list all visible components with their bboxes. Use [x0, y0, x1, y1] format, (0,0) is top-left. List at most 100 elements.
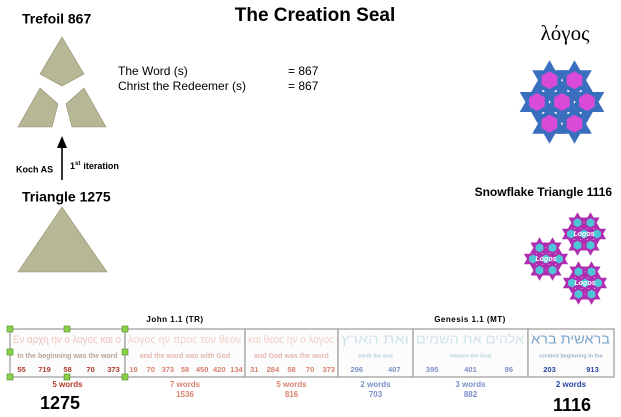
word-number: 719	[38, 365, 51, 374]
hexagon	[574, 267, 583, 277]
hexagon	[535, 243, 544, 253]
translation: created beginning In the	[539, 353, 603, 359]
triangle-label: Triangle 1275	[22, 189, 111, 205]
word-count: 7 words	[170, 380, 201, 389]
word-number: 70	[147, 365, 155, 374]
hexagon	[535, 265, 544, 275]
word-number: 19	[129, 365, 137, 374]
hexagon	[593, 229, 601, 239]
hexagon	[580, 229, 588, 239]
strip-header: John 1.1 (TR)	[146, 315, 203, 324]
translation: In the beginning was the word	[17, 353, 117, 360]
title: The Creation Seal	[235, 5, 396, 26]
arrow-right-label: 1st iteration	[70, 161, 119, 172]
word-number: 70	[86, 365, 94, 374]
hexagon	[579, 93, 595, 111]
verse-text: και θεος ην ο λογος	[248, 334, 334, 346]
word-number: 450	[196, 365, 209, 374]
hexagon	[554, 93, 570, 111]
word-number: 203	[543, 365, 556, 374]
translation: heaven the God	[450, 353, 491, 359]
panel-total: 1536	[176, 390, 194, 399]
hexagon	[587, 289, 596, 299]
trefoil-shape	[17, 36, 107, 128]
word-number: 58	[287, 365, 295, 374]
snowflake-inner-label: Logos	[575, 280, 596, 287]
equation-value: = 867	[288, 79, 319, 93]
hexagon	[568, 278, 576, 288]
translation: and the word was with God	[140, 353, 231, 360]
snowflake-inner-label: Logos	[536, 256, 557, 263]
strip-header: Genesis 1.1 (MT)	[434, 315, 506, 324]
hexagon	[594, 278, 602, 288]
equation-term: Christ the Redeemer (s)	[118, 79, 246, 93]
verse-panel: και θεος ην ο λογος and God was the word 3…	[244, 328, 339, 399]
hexagon	[529, 254, 537, 264]
total-right: 1116	[553, 395, 591, 415]
verse-panel: Εν αρχη ην ο λογος και ο In the beginning…	[9, 328, 126, 389]
word-number: 407	[388, 365, 401, 374]
hexagon	[529, 93, 545, 111]
hexagon	[573, 218, 582, 228]
hexagon	[542, 254, 550, 264]
word-number: 31	[250, 365, 258, 374]
arrow-left-label: Koch AS	[16, 164, 53, 174]
word-count: 5 words	[52, 380, 83, 389]
snowflake-label: Snowflake Triangle 1116	[475, 185, 613, 199]
word-number: 86	[505, 365, 513, 374]
translation: earth the and	[358, 353, 393, 359]
selection-handles	[6, 325, 129, 381]
panel-box	[337, 328, 414, 378]
hexagon	[566, 71, 583, 90]
word-count: 3 words	[455, 380, 486, 389]
verse-panel: בראשית ברא created beginning In the 203 913…	[527, 328, 615, 389]
hexagon	[541, 71, 558, 90]
ordinal: 1	[70, 161, 75, 171]
equation-value: = 867	[288, 64, 319, 78]
hexagon	[541, 114, 558, 133]
word-count: 2 words	[556, 380, 587, 389]
verse-text: ואת הארץ	[341, 331, 409, 346]
hexagon	[566, 114, 583, 133]
verse-text: אלהים את השמים	[416, 331, 524, 346]
panel-total: 703	[369, 390, 383, 399]
hexagon	[586, 240, 595, 250]
word-number: 58	[181, 365, 189, 374]
equation-term: The Word (s)	[118, 64, 188, 78]
hexagon	[574, 289, 583, 299]
hexagon	[586, 218, 595, 228]
logos-star	[519, 60, 605, 144]
panel-box	[124, 328, 246, 378]
translation: and God was the word	[254, 353, 329, 360]
word-number: 401	[464, 365, 477, 374]
ordinal-suffix: st	[75, 161, 80, 167]
word-number: 70	[306, 365, 314, 374]
panel-box	[527, 328, 615, 378]
triangle-shape	[17, 206, 108, 273]
word-number: 373	[322, 365, 335, 374]
panel-total: 816	[285, 390, 299, 399]
verse-text: λογος ην προς τον θεον	[128, 334, 241, 346]
word-count: 5 words	[276, 380, 307, 389]
hexagon	[581, 278, 589, 288]
hexagon	[548, 243, 557, 253]
word-number: 420	[213, 365, 226, 374]
word-number: 373	[107, 365, 120, 374]
verse-panel: λογος ην προς τον θεον and the word was w…	[124, 328, 246, 399]
word-number: 296	[350, 365, 363, 374]
verse-text: Εν αρχη ην ο λογος και ο	[13, 334, 121, 346]
iteration: iteration	[83, 161, 119, 171]
panel-total: 882	[464, 390, 478, 399]
panel-box	[412, 328, 529, 378]
hexagon	[587, 267, 596, 277]
trefoil-label: Trefoil 867	[22, 11, 91, 27]
verse-panel: אלהים את השמים heaven the God 395 401 86 3 wo…	[412, 328, 529, 399]
total-left: 1275	[40, 393, 80, 413]
hexagon	[555, 254, 563, 264]
word-number: 373	[162, 365, 175, 374]
panel-box	[244, 328, 339, 378]
word-number: 134	[230, 365, 243, 374]
